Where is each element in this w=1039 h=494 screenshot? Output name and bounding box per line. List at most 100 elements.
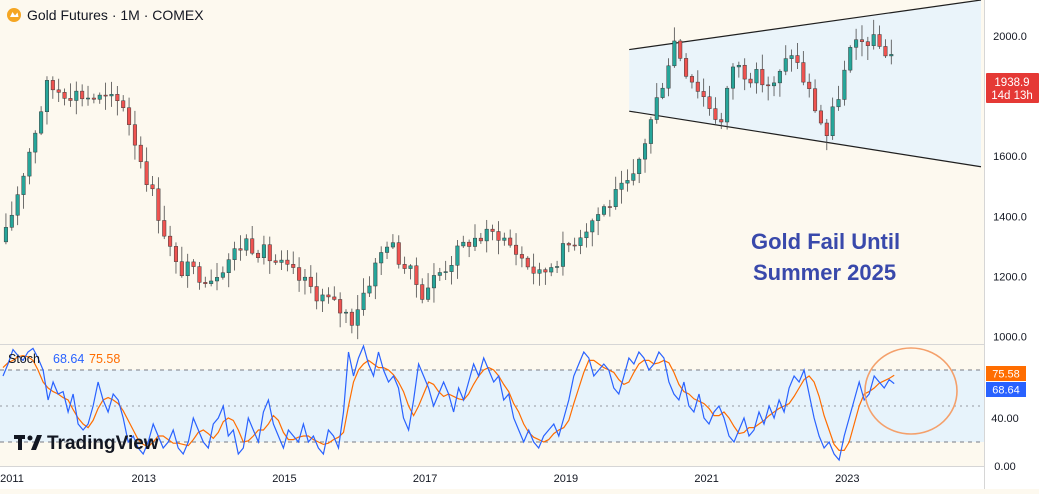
candle-body (44, 80, 49, 112)
candle-body (56, 89, 61, 93)
time-tick-label: 2019 (554, 473, 578, 485)
candle-body (144, 161, 149, 185)
candle-body (396, 242, 401, 265)
candle-body (871, 34, 876, 46)
candle-body (80, 90, 85, 100)
candle-body (836, 99, 841, 108)
price-tick-label: 1200.0 (993, 271, 1027, 283)
candle-body (531, 266, 536, 274)
channel-upper-line[interactable] (629, 0, 982, 51)
candle-body (654, 97, 659, 120)
candle-body (308, 276, 313, 287)
candle-body (103, 94, 108, 97)
candle-body (742, 64, 747, 80)
candle-body (730, 66, 735, 89)
candle-body (525, 257, 530, 268)
candle-body (244, 238, 249, 251)
candle-body (572, 244, 577, 247)
stoch-label: Stoch (8, 352, 40, 366)
candle-body (754, 69, 759, 84)
candle-body (560, 243, 565, 267)
candle-body (619, 182, 624, 190)
candle-body (672, 40, 677, 67)
price-tick-label: 1400.0 (993, 211, 1027, 223)
candle-body (684, 58, 689, 77)
candle-body (607, 206, 612, 208)
candle-body (701, 91, 706, 97)
channel-lower-line[interactable] (629, 110, 982, 168)
tradingview-logo-icon (14, 435, 42, 450)
time-tick-label: 2011 (0, 473, 24, 485)
candle-body (215, 277, 220, 282)
candle-body (338, 299, 343, 314)
candle-body (455, 245, 460, 266)
candle-body (678, 40, 683, 59)
candle-body (3, 227, 8, 243)
candle-body (150, 184, 155, 190)
last-price-badge: 1938.9 14d 13h (986, 73, 1039, 103)
candle-body (736, 64, 741, 68)
candle-body (437, 272, 442, 276)
candle-body (514, 244, 519, 255)
candle-body (859, 39, 864, 42)
candle-body (637, 158, 642, 174)
candle-body (813, 88, 818, 112)
candle-body (250, 238, 255, 254)
candle-body (643, 143, 648, 160)
candle-body (267, 244, 272, 262)
candle-body (748, 78, 753, 84)
candle-body (162, 220, 167, 237)
symbol-header[interactable]: Gold Futures · 1M · COMEX (7, 7, 204, 23)
annotation-line1[interactable]: Gold Fail Until (751, 229, 900, 254)
price-tick-label: 2000.0 (993, 31, 1027, 43)
candle-body (660, 87, 665, 98)
candle-body (631, 173, 636, 181)
stoch-legend[interactable]: Stoch 68.64 75.58 (8, 352, 120, 366)
candle-body (27, 151, 32, 177)
time-tick-label: 2017 (413, 473, 437, 485)
time-tick-label: 2013 (131, 473, 155, 485)
candle-body (707, 96, 712, 109)
candle-body (74, 90, 79, 101)
candle-body (173, 246, 178, 262)
annotation-line2[interactable]: Summer 2025 (753, 260, 896, 285)
candle-body (461, 241, 466, 247)
candle-body (713, 108, 718, 120)
time-axis[interactable] (0, 466, 984, 489)
candle-body (50, 80, 55, 91)
candle-body (772, 82, 777, 87)
price-tick-label: 1000.0 (993, 331, 1027, 343)
candle-body (431, 275, 436, 289)
candle-body (332, 296, 337, 300)
candle-body (349, 311, 354, 326)
candle-body (273, 260, 278, 263)
candle-body (238, 248, 243, 251)
bar-countdown-label: 14d 13h (991, 90, 1033, 102)
last-price-label: 1938.9 (994, 77, 1029, 89)
candle-body (373, 262, 378, 287)
candle-body (807, 81, 812, 89)
candle-body (648, 119, 653, 144)
candle-body (121, 100, 126, 108)
candle-body (443, 271, 448, 273)
price-tick-label: 1600.0 (993, 151, 1027, 163)
candle-body (109, 94, 114, 97)
candle-body (478, 237, 483, 242)
candle-body (555, 266, 560, 268)
candle-body (519, 254, 524, 259)
candle-body (179, 261, 184, 277)
time-tick-label: 2015 (272, 473, 296, 485)
candle-body (168, 235, 173, 247)
candle-body (97, 94, 102, 100)
candle-body (232, 248, 237, 260)
candle-body (261, 244, 266, 258)
candle-body (191, 261, 196, 267)
stoch-d-value: 75.58 (89, 352, 120, 366)
candle-body (877, 34, 882, 47)
candle-body (302, 276, 307, 281)
candle-body (33, 132, 38, 153)
candle-body (596, 214, 601, 221)
candle-body (883, 46, 888, 57)
